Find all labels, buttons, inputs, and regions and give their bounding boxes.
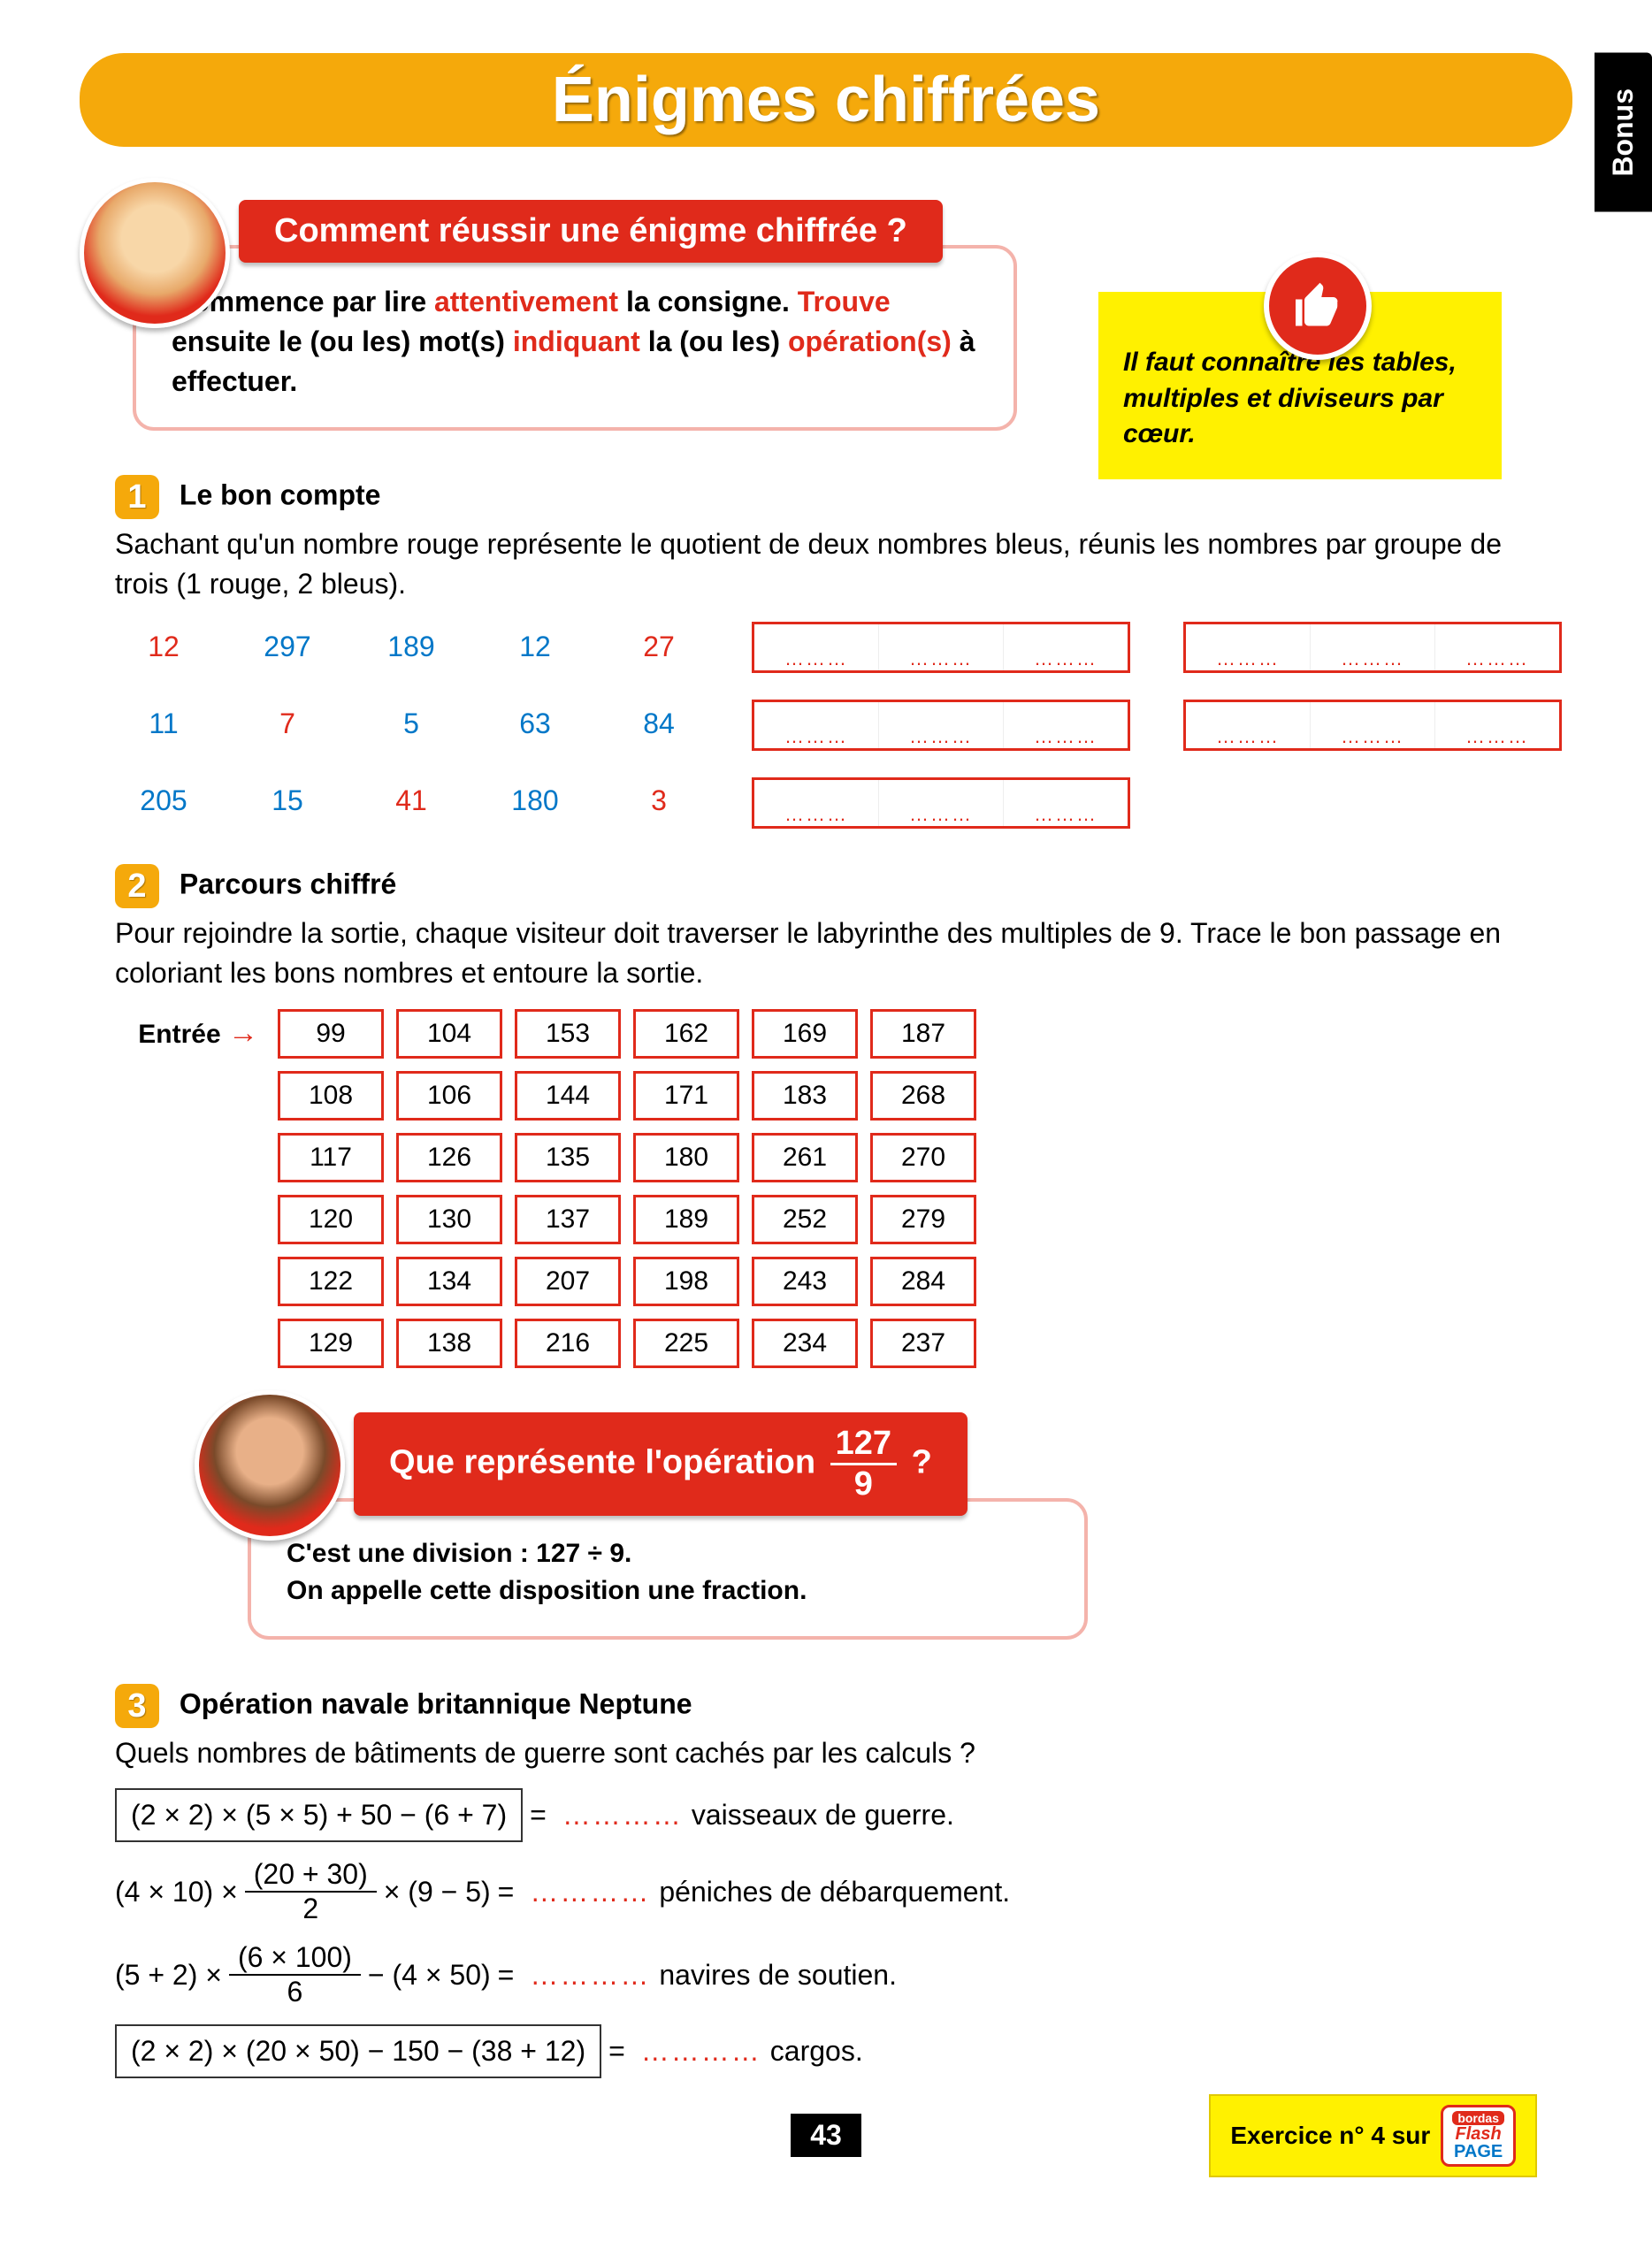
exercise-1: 1 Le bon compte Sachant qu'un nombre rou… [115, 475, 1537, 829]
ex3-title: Opération navale britannique Neptune [180, 1687, 692, 1719]
speech1-banner: Comment réussir une énigme chiffrée ? [239, 200, 943, 263]
maze-cell[interactable]: 134 [396, 1257, 502, 1306]
speech2-banner: Que représente l'opération 127 9 ? [354, 1412, 967, 1516]
number-cell: 84 [610, 699, 707, 749]
number-cell: 11 [115, 699, 212, 749]
speech-card-1: Comment réussir une énigme chiffrée ? Co… [133, 200, 1017, 431]
maze-cell[interactable]: 187 [870, 1009, 976, 1059]
number-cell: 12 [486, 622, 584, 672]
equation-line: (2 × 2) × (20 × 50) − 150 − (38 + 12) = … [115, 2024, 1537, 2078]
maze-cell[interactable]: 171 [633, 1071, 739, 1121]
number-cell: 12 [115, 622, 212, 672]
maze-cell[interactable]: 261 [752, 1133, 858, 1182]
maze-cell[interactable]: 268 [870, 1071, 976, 1121]
ex2-number: 2 [115, 864, 159, 908]
maze-cell[interactable]: 162 [633, 1009, 739, 1059]
answer-box[interactable] [752, 777, 1130, 829]
maze-cell[interactable]: 207 [515, 1257, 621, 1306]
number-cell: 205 [115, 776, 212, 826]
maze-cell[interactable]: 237 [870, 1319, 976, 1368]
maze-cell[interactable]: 225 [633, 1319, 739, 1368]
number-cell: 63 [486, 699, 584, 749]
maze-cell[interactable]: 130 [396, 1195, 502, 1244]
ex1-number: 1 [115, 475, 159, 519]
ex1-text: Sachant qu'un nombre rouge représente le… [115, 524, 1537, 604]
page-number: 43 [791, 2114, 861, 2157]
number-cell: 15 [239, 776, 336, 826]
equation-line: (2 × 2) × (5 × 5) + 50 − (6 + 7) = ………… … [115, 1788, 1537, 1842]
thumb-icon [1264, 252, 1372, 360]
maze-cell[interactable]: 122 [278, 1257, 384, 1306]
fraction: 127 9 [830, 1425, 897, 1503]
number-cell: 27 [610, 622, 707, 672]
maze-cell[interactable]: 99 [278, 1009, 384, 1059]
exercise-3: 3 Opération navale britannique Neptune Q… [115, 1684, 1537, 2079]
ex1-title: Le bon compte [180, 479, 381, 511]
ex3-equations: (2 × 2) × (5 × 5) + 50 − (6 + 7) = ………… … [115, 1788, 1537, 2078]
ex2-title: Parcours chiffré [180, 868, 396, 899]
maze-cell[interactable]: 108 [278, 1071, 384, 1121]
answer-box[interactable] [1183, 622, 1562, 673]
ex2-text: Pour rejoindre la sortie, chaque visiteu… [115, 914, 1537, 993]
number-cell: 189 [363, 622, 460, 672]
maze-cell[interactable]: 106 [396, 1071, 502, 1121]
maze-cell[interactable]: 180 [633, 1133, 739, 1182]
ex1-answer-boxes [752, 622, 1562, 829]
number-cell: 297 [239, 622, 336, 672]
maze-cell[interactable]: 279 [870, 1195, 976, 1244]
ex1-number-grid: 12 297 189 12 27 11 75 63 84 205 15 41 180 3 [115, 622, 707, 826]
maze-cell[interactable]: 153 [515, 1009, 621, 1059]
ex3-text: Quels nombres de bâtiments de guerre son… [115, 1733, 1537, 1773]
equation-line: (4 × 10) × (20 + 30)2 × (9 − 5) = ………… p… [115, 1858, 1537, 1925]
page-title: Énigmes chiffrées [80, 64, 1572, 136]
maze-cell[interactable]: 135 [515, 1133, 621, 1182]
exercise-footer: Exercice n° 4 sur bordas Flash PAGE [1209, 2094, 1537, 2177]
flashpage-logo: bordas Flash PAGE [1441, 2105, 1516, 2167]
maze-cell[interactable]: 234 [752, 1319, 858, 1368]
ex2-grid: Entrée → 99104 153162 169187 108106 144171 183… [115, 1009, 1537, 1368]
equation-line: (5 + 2) × (6 × 100)6 − (4 × 50) = ………… n… [115, 1941, 1537, 2008]
ex3-number: 3 [115, 1684, 159, 1728]
bonus-tab: Bonus [1595, 53, 1652, 212]
maze-cell[interactable]: 126 [396, 1133, 502, 1182]
title-bar: Énigmes chiffrées [80, 53, 1572, 147]
exercise-2: 2 Parcours chiffré Pour rejoindre la sor… [115, 864, 1537, 1640]
maze-cell[interactable]: 270 [870, 1133, 976, 1182]
maze-cell[interactable]: 120 [278, 1195, 384, 1244]
speech1-body: Commence par lire attentivement la consi… [133, 245, 1017, 431]
maze-cell[interactable]: 129 [278, 1319, 384, 1368]
number-cell: 180 [486, 776, 584, 826]
maze-cell[interactable]: 104 [396, 1009, 502, 1059]
maze-cell[interactable]: 198 [633, 1257, 739, 1306]
maze-cell[interactable]: 189 [633, 1195, 739, 1244]
maze-cell[interactable]: 183 [752, 1071, 858, 1121]
maze-cell[interactable]: 169 [752, 1009, 858, 1059]
answer-box[interactable] [1183, 700, 1562, 751]
tip-box: Il faut connaître les tables, multiples … [1098, 292, 1537, 479]
number-cell: 7 [239, 699, 336, 749]
avatar-boy [195, 1390, 345, 1541]
maze-cell[interactable]: 216 [515, 1319, 621, 1368]
entry-label: Entrée → [115, 1016, 265, 1051]
number-cell: 3 [610, 776, 707, 826]
maze-cell[interactable]: 117 [278, 1133, 384, 1182]
maze-cell[interactable]: 243 [752, 1257, 858, 1306]
answer-box[interactable] [752, 622, 1130, 673]
maze-cell[interactable]: 138 [396, 1319, 502, 1368]
maze-cell[interactable]: 284 [870, 1257, 976, 1306]
page-footer: 43 Exercice n° 4 sur bordas Flash PAGE [0, 2114, 1652, 2157]
avatar-girl [80, 178, 230, 328]
number-cell: 41 [363, 776, 460, 826]
number-cell: 5 [363, 699, 460, 749]
maze-cell[interactable]: 252 [752, 1195, 858, 1244]
maze-cell[interactable]: 137 [515, 1195, 621, 1244]
speech2-body: C'est une division : 127 ÷ 9. On appelle… [248, 1498, 1088, 1640]
answer-box[interactable] [752, 700, 1130, 751]
speech-card-2: Que représente l'opération 127 9 ? C'est… [248, 1412, 1088, 1640]
maze-cell[interactable]: 144 [515, 1071, 621, 1121]
